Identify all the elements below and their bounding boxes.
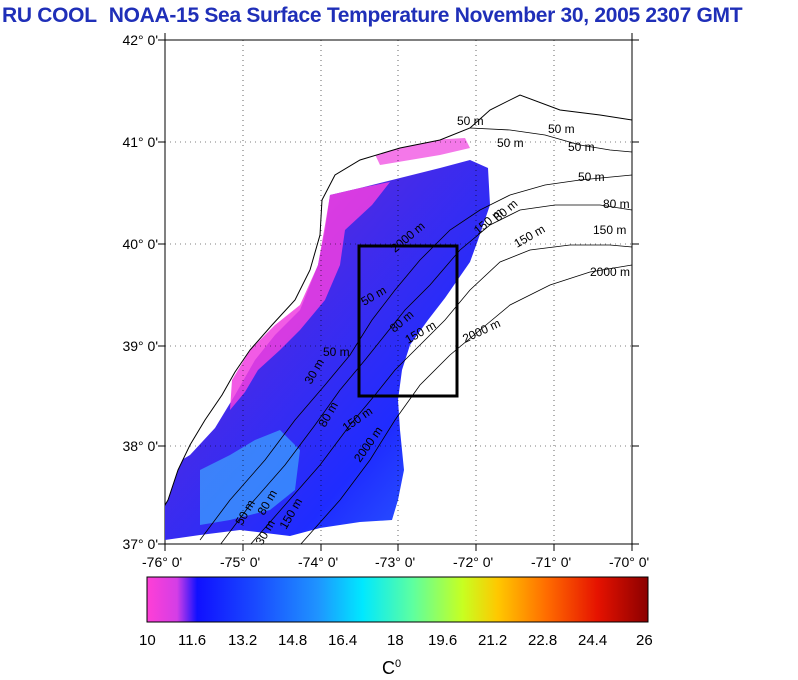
isobath-label: 50 m bbox=[548, 122, 575, 136]
colorbar-tick: 10 bbox=[139, 632, 156, 649]
colorbar-tick: 24.4 bbox=[578, 632, 608, 649]
colorbar bbox=[146, 576, 649, 623]
isobath-label: 150 m bbox=[593, 223, 626, 237]
colorbar-tick: 18 bbox=[387, 632, 404, 649]
colorbar-tick: 22.8 bbox=[528, 632, 558, 649]
lon-label: -75° 0' bbox=[220, 554, 261, 570]
lat-label: 40° 0' bbox=[122, 236, 158, 252]
isobath-label: 50 m bbox=[497, 136, 524, 150]
unit-base: C bbox=[382, 658, 395, 678]
colorbar-tick: 19.6 bbox=[428, 632, 458, 649]
colorbar-tick: 26 bbox=[636, 632, 653, 649]
colorbar-tick: 13.2 bbox=[228, 632, 258, 649]
lat-label: 38° 0' bbox=[122, 438, 158, 454]
axis-ticks bbox=[158, 33, 639, 551]
title-text: NOAA-15 Sea Surface Temperature November… bbox=[108, 4, 743, 27]
lon-label: -71° 0' bbox=[531, 554, 572, 570]
lat-label: 42° 0' bbox=[122, 32, 158, 48]
colorbar-tick: 14.8 bbox=[278, 632, 308, 649]
isobath-label: 50 m bbox=[578, 170, 605, 184]
isobath-label: 50 m bbox=[323, 345, 350, 359]
isobath-label: 2000 m bbox=[590, 265, 630, 279]
unit-sup: 0 bbox=[395, 658, 402, 670]
colorbar-unit: C0 bbox=[382, 658, 401, 679]
lon-label: -76° 0' bbox=[142, 554, 183, 570]
map-title: RU COOL NOAA-15 Sea Surface Temperature N… bbox=[2, 4, 754, 28]
lon-label: -73° 0' bbox=[375, 554, 416, 570]
land-mass bbox=[165, 40, 632, 506]
isobath-label: 50 m bbox=[568, 140, 595, 154]
lon-label: -72° 0' bbox=[453, 554, 494, 570]
lat-label: 37° 0' bbox=[122, 536, 158, 552]
colorbar-tick: 11.6 bbox=[178, 632, 207, 649]
sst-swath bbox=[165, 160, 490, 540]
isobath-label: 80 m bbox=[603, 197, 630, 211]
study-box bbox=[357, 244, 459, 398]
lon-label: -70° 0' bbox=[609, 554, 650, 570]
isobath-label: 50 m bbox=[457, 114, 484, 128]
title-group: RU COOL bbox=[2, 4, 97, 27]
grid bbox=[165, 40, 632, 544]
isobaths bbox=[199, 127, 632, 544]
lat-label: 41° 0' bbox=[122, 134, 158, 150]
colorbar-tick: 21.2 bbox=[478, 632, 508, 649]
lon-label: -74° 0' bbox=[298, 554, 339, 570]
lat-label: 39° 0' bbox=[122, 338, 158, 354]
colorbar-tick: 16.4 bbox=[328, 632, 358, 649]
sst-coastal-band bbox=[230, 182, 390, 410]
